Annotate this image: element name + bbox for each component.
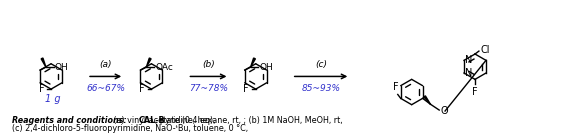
- Text: O: O: [440, 106, 448, 116]
- Text: (c) 2,4-dichloro-5-fluoropyrimidine, NaO-ᵗBu, toluene, 0 °C,: (c) 2,4-dichloro-5-fluoropyrimidine, NaO…: [12, 124, 248, 133]
- Text: 66~67%: 66~67%: [86, 84, 125, 93]
- Polygon shape: [41, 58, 46, 67]
- Text: (c): (c): [315, 60, 327, 69]
- Polygon shape: [424, 96, 430, 104]
- Text: CAL-B: CAL-B: [139, 116, 166, 125]
- Text: F: F: [243, 84, 249, 94]
- Text: Reagents and conditions:: Reagents and conditions:: [12, 116, 127, 125]
- Text: 1 g: 1 g: [45, 94, 61, 104]
- Text: F: F: [393, 82, 399, 92]
- Text: N: N: [465, 68, 472, 78]
- Polygon shape: [146, 58, 151, 67]
- Text: F: F: [139, 84, 145, 94]
- Text: OAc: OAc: [155, 63, 173, 72]
- Text: (a): (a): [99, 60, 112, 69]
- Text: N: N: [465, 55, 472, 65]
- Text: 85~93%: 85~93%: [302, 84, 341, 93]
- Text: OH: OH: [54, 63, 69, 72]
- Text: F: F: [472, 87, 478, 97]
- Text: 77~78%: 77~78%: [189, 84, 228, 93]
- Text: (a) vinyl acetate (0.4 eq),: (a) vinyl acetate (0.4 eq),: [111, 116, 218, 125]
- Text: F: F: [39, 84, 44, 94]
- Text: Cl: Cl: [481, 45, 490, 55]
- Text: , pyridine, hexane, rt, ; (b) 1M NaOH, MeOH, rt,: , pyridine, hexane, rt, ; (b) 1M NaOH, M…: [155, 116, 343, 125]
- Polygon shape: [251, 58, 255, 67]
- Text: (b): (b): [202, 60, 215, 69]
- Text: OH: OH: [259, 63, 273, 72]
